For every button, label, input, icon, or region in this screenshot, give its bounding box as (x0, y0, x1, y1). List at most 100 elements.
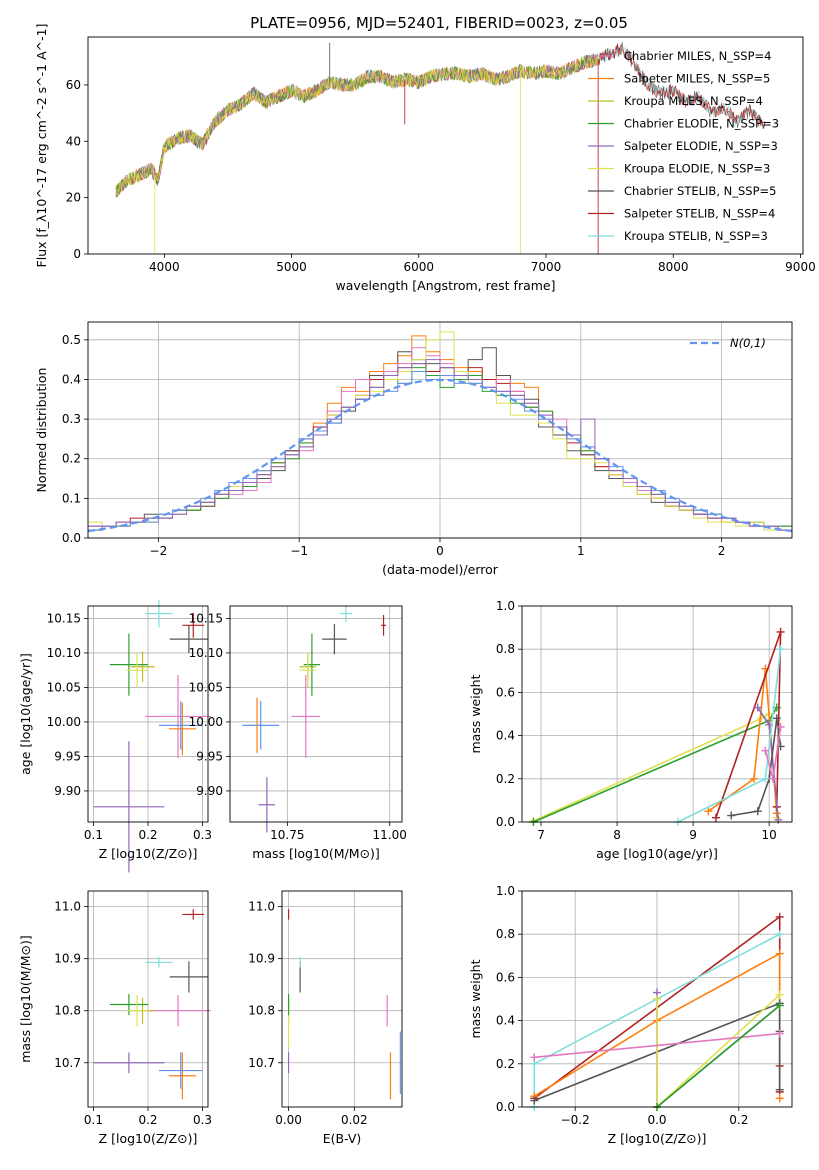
legend-label: Salpeter MILES, N_SSP=5 (624, 72, 770, 86)
spectrum-kroupa_elodie (115, 53, 598, 196)
legend-label: Kroupa MILES, N_SSP=4 (624, 94, 763, 108)
weight-marker (749, 774, 758, 783)
x-tick-label: −0.2 (561, 1113, 590, 1127)
weight-marker (775, 1085, 784, 1094)
weight-line-chabrier_miles (534, 1032, 780, 1059)
residual-series-normal_curve (88, 371, 792, 531)
weight-marker (775, 1094, 784, 1103)
weight-marker (761, 746, 770, 755)
weight_vs_age-xlabel: age [log10(age/yr)] (596, 846, 718, 861)
x-tick-label: 2 (718, 544, 726, 558)
weight-marker (775, 1029, 784, 1038)
y-tick-label: 0.5 (62, 333, 81, 347)
spectrum-ylabel: Flux [f_λ10^-17 erg cm^-2 s^-1 A^-1] (34, 24, 49, 268)
y-tick-label: 10.7 (248, 1056, 275, 1070)
age_vs_mass-points (242, 605, 387, 833)
spectrum-salpeter_miles (115, 55, 598, 197)
legend-label: Salpeter STELIB, N_SSP=4 (624, 207, 775, 221)
y-tick-label: 10.15 (47, 611, 81, 625)
mass_vs_Z-points (93, 909, 211, 1100)
age_vs_mass-frame (229, 605, 403, 823)
weight_vs_Z-ylabel: mass weight (468, 959, 483, 1038)
weight-marker (776, 645, 785, 654)
age_vs_Z-frame (87, 605, 209, 823)
weight-marker (775, 990, 784, 999)
legend-label: Kroupa STELIB, N_SSP=3 (624, 229, 768, 243)
age_vs_Z-points (93, 599, 211, 873)
y-tick-label: 0.2 (496, 772, 515, 786)
age_vs_Z-ylabel: age [log10(age/yr)] (18, 653, 33, 775)
age_vs_Z-axes: 0.1 0.2 0.3 9.90 9.95 10.00 10.05 10.10 10.15 (47, 606, 212, 842)
y-tick-label: 0.8 (496, 642, 515, 656)
x-tick-label: 10.75 (270, 828, 304, 842)
mass_vs_Z-ylabel: mass [log10(M/M⊙)] (18, 935, 33, 1063)
y-tick-label: 60 (66, 78, 81, 92)
y-tick-label: 10.10 (47, 646, 81, 660)
y-tick-label: 0.2 (62, 452, 81, 466)
y-tick-label: 10.00 (47, 715, 81, 729)
x-tick-label: 1 (577, 544, 585, 558)
y-tick-label: 40 (66, 134, 81, 148)
x-tick-label: 10 (762, 828, 777, 842)
mass_vs_ebv-xlabel: E(B-V) (323, 1131, 362, 1146)
residual-series-salpeter_elodie (88, 359, 792, 531)
x-tick-label: 0.00 (275, 1113, 302, 1127)
x-tick-label: 0 (436, 544, 444, 558)
weight-marker (772, 714, 781, 723)
weight-marker (774, 815, 783, 824)
y-tick-label: 0.0 (496, 815, 515, 829)
spectrum-frame (87, 36, 804, 255)
age_vs_mass-axes: 10.75 11.00 9.90 9.95 10.00 10.05 10.10 10.15 (189, 606, 407, 842)
x-tick-label: −2 (150, 544, 168, 558)
legend-label: Chabrier ELODIE, N_SSP=3 (624, 117, 779, 131)
y-tick-label: 9.95 (54, 749, 81, 763)
x-tick-label: 0.0 (647, 1113, 666, 1127)
residual-frame (87, 321, 793, 539)
y-tick-label: 10.05 (47, 680, 81, 694)
y-tick-label: 0.4 (496, 1014, 515, 1028)
x-tick-label: 0.1 (84, 1113, 103, 1127)
spectrum-chabrier_miles (115, 54, 598, 196)
y-tick-label: 0.2 (496, 1057, 515, 1071)
y-tick-label: 0.6 (496, 970, 515, 984)
x-tick-label: 11.00 (373, 828, 407, 842)
y-tick-label: 9.90 (196, 784, 223, 798)
y-tick-label: 10.15 (189, 611, 223, 625)
mass_vs_Z-frame (87, 890, 209, 1108)
weight-marker (775, 912, 784, 921)
spectrum-chabrier_elodie (115, 54, 598, 198)
legend-label: N(0,1) (730, 336, 766, 350)
normal-curve (87, 378, 793, 533)
residual-steps (87, 331, 793, 533)
y-tick-label: 1.0 (496, 599, 515, 613)
weight-marker (711, 813, 720, 822)
y-tick-label: 0.3 (62, 412, 81, 426)
y-tick-label: 10.8 (54, 1004, 81, 1018)
y-tick-label: 9.90 (54, 784, 81, 798)
spectrum-lines (115, 41, 766, 254)
x-tick-label: 0.2 (138, 1113, 157, 1127)
residuals-ylabel: Normed distribution (34, 368, 49, 493)
weight-marker (530, 1053, 539, 1062)
mass_vs_Z-xlabel: Z [log10(Z/Z⊙)] (99, 1131, 198, 1146)
legend-label: Chabrier MILES, N_SSP=4 (624, 49, 771, 63)
x-tick-label: 9000 (785, 260, 816, 274)
x-tick-label: 0.3 (193, 828, 212, 842)
weight_vs_age-lines (529, 627, 785, 826)
mass_vs_ebv-points (287, 909, 401, 1100)
y-tick-label: 0.0 (62, 531, 81, 545)
y-tick-label: 10.00 (189, 715, 223, 729)
y-tick-label: 11.0 (54, 900, 81, 914)
x-tick-label: 0.3 (193, 1113, 212, 1127)
weight_vs_Z-frame (521, 890, 793, 1108)
x-tick-label: 9 (689, 828, 697, 842)
x-tick-label: 0.1 (84, 828, 103, 842)
x-tick-label: 5000 (276, 260, 307, 274)
weight-line-chabrier_elodie (656, 1004, 781, 1108)
y-tick-label: 0.0 (496, 1100, 515, 1114)
y-tick-label: 10.9 (248, 952, 275, 966)
x-tick-label: 0.2 (729, 1113, 748, 1127)
y-tick-label: 10.9 (54, 952, 81, 966)
x-tick-label: 0.02 (341, 1113, 368, 1127)
